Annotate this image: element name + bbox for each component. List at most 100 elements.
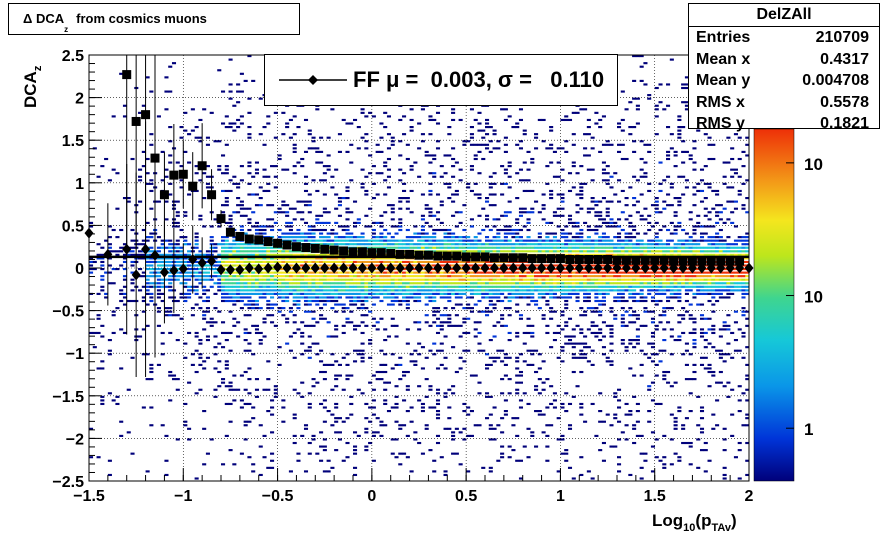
heatmap-cell (409, 168, 414, 171)
heatmap-cell (530, 243, 535, 246)
heatmap-cell (243, 253, 248, 256)
heatmap-cell (247, 331, 252, 335)
heatmap-cell (303, 324, 309, 327)
heatmap-cell (605, 356, 610, 359)
heatmap-cell (270, 452, 275, 455)
heatmap-cell (447, 271, 452, 274)
heatmap-cell (89, 260, 94, 264)
heatmap-cell (115, 307, 120, 310)
heatmap-cell (643, 353, 648, 356)
heatmap-cell (518, 228, 524, 232)
heatmap-cell (579, 285, 584, 288)
heatmap-cell (424, 150, 429, 153)
heatmap-cell (492, 296, 497, 299)
heatmap-cell (613, 250, 618, 253)
heatmap-cell (601, 264, 606, 267)
heatmap-cell (251, 79, 256, 82)
heatmap-cell (567, 342, 573, 345)
heatmap-cell (541, 204, 546, 207)
heatmap-cell (673, 282, 678, 285)
heatmap-cell (221, 90, 226, 93)
heatmap-cell (107, 243, 112, 246)
heatmap-cell (511, 292, 516, 295)
heatmap-cell (662, 374, 667, 377)
heatmap-cell (518, 289, 524, 292)
heatmap-cell (624, 218, 629, 221)
heatmap-cell (315, 296, 320, 299)
heatmap-cell (349, 289, 354, 292)
heatmap-cell (549, 402, 554, 406)
heatmap-cell (322, 296, 327, 299)
heatmap-cell (500, 349, 505, 352)
heatmap-cell (643, 175, 648, 178)
heatmap-cell (179, 165, 184, 168)
heatmap-cell (590, 268, 595, 271)
heatmap-cell (322, 193, 327, 196)
heatmap-cell (579, 243, 584, 246)
heatmap-cell (232, 257, 237, 260)
heatmap-cell (537, 353, 542, 356)
heatmap-cell (292, 303, 297, 306)
heatmap-cell (228, 310, 233, 313)
heatmap-cell (368, 246, 373, 249)
heatmap-cell (353, 303, 358, 306)
heatmap-cell (319, 296, 324, 299)
heatmap-cell (673, 271, 678, 274)
heatmap-cell (620, 211, 625, 214)
heatmap-cell (451, 285, 456, 288)
heatmap-cell (168, 278, 173, 281)
heatmap-cell (545, 424, 550, 427)
heatmap-cell (334, 402, 339, 406)
heatmap-cell (451, 292, 456, 295)
heatmap-cell (643, 452, 648, 455)
heatmap-cell (511, 424, 516, 427)
heatmap-cell (296, 278, 301, 281)
heatmap-cell (371, 317, 376, 320)
heatmap-cell (221, 321, 226, 324)
heatmap-cell (262, 317, 267, 320)
heatmap-cell (288, 349, 293, 352)
heatmap-cell (530, 434, 535, 437)
heatmap-cell (379, 434, 384, 437)
heatmap-cell (402, 172, 407, 175)
heatmap-cell (432, 271, 437, 274)
heatmap-cell (503, 275, 508, 278)
heatmap-cell (285, 282, 290, 285)
heatmap-cell (605, 282, 610, 285)
heatmap-cell (439, 349, 444, 352)
heatmap-cell (575, 285, 580, 288)
heatmap-cell (243, 264, 248, 267)
heatmap-cell (549, 292, 554, 295)
heatmap-cell (485, 271, 490, 274)
heatmap-cell (575, 204, 580, 207)
heatmap-cell (469, 250, 474, 253)
heatmap-cell (420, 289, 425, 292)
heatmap-cell (228, 296, 233, 299)
heatmap-cell (666, 193, 671, 196)
heatmap-cell (394, 296, 399, 299)
heatmap-cell (334, 239, 339, 242)
heatmap-cell (345, 207, 350, 210)
heatmap-cell (175, 221, 180, 224)
heatmap-cell (353, 260, 358, 264)
heatmap-cell (353, 200, 358, 203)
heatmap-cell (617, 285, 622, 288)
heatmap-cell (503, 172, 508, 175)
heatmap-cell (194, 257, 199, 260)
heatmap-cell (345, 232, 350, 235)
heatmap-cell (273, 292, 278, 295)
heatmap-cell (435, 122, 441, 125)
heatmap-cell (228, 285, 233, 288)
heatmap-cell (507, 243, 512, 246)
heatmap-cell (503, 353, 508, 356)
heatmap-cell (632, 395, 637, 398)
heatmap-cell (141, 328, 146, 331)
heatmap-cell (432, 154, 437, 157)
heatmap-cell (394, 299, 399, 303)
heatmap-cell (341, 197, 346, 200)
heatmap-cell (560, 207, 565, 210)
heatmap-cell (360, 292, 365, 295)
heatmap-cell (590, 349, 595, 352)
heatmap-cell (319, 289, 324, 292)
heatmap-cell (435, 211, 441, 214)
